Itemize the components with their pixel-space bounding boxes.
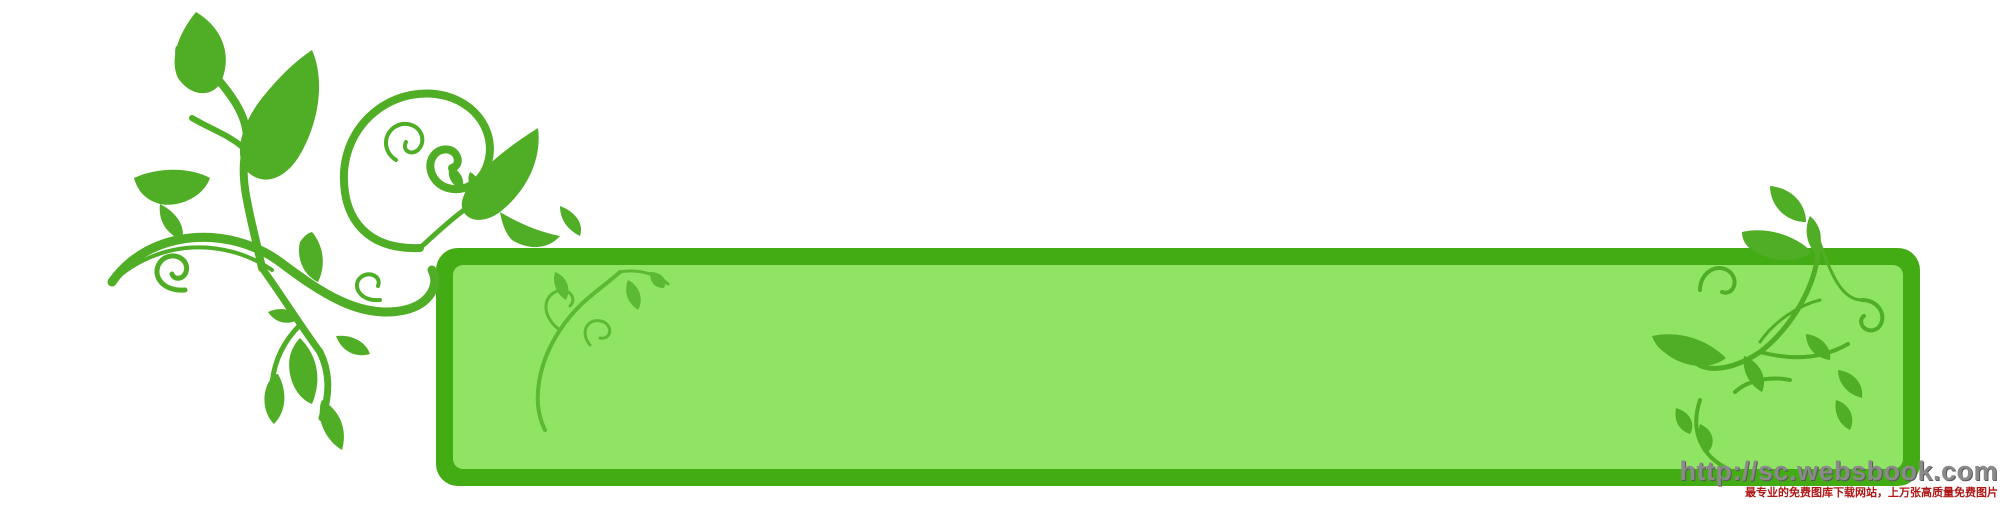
leaf-icon <box>174 12 226 94</box>
leaf-icon <box>134 169 210 205</box>
inner-left-vine <box>535 269 670 432</box>
leaf-icon <box>461 128 539 220</box>
watermark-url: http://sc.websbook.com <box>1679 456 1998 486</box>
banner-panel <box>453 265 1903 469</box>
leaf-icon <box>289 338 318 404</box>
left-vine-ornament <box>107 66 503 422</box>
inner-left-leaves <box>554 272 666 310</box>
leaf-icon <box>1742 230 1812 261</box>
watermark-tagline: 最专业的免费图库下载网站，上万张高质量免费图片 <box>1745 486 1998 499</box>
leaf-icon <box>1652 334 1726 366</box>
leaf-icon <box>1770 186 1806 222</box>
right-leaves <box>1652 186 1863 452</box>
leaf-icon <box>298 232 323 282</box>
leaf-icon <box>239 50 320 180</box>
left-leaves <box>134 12 582 450</box>
